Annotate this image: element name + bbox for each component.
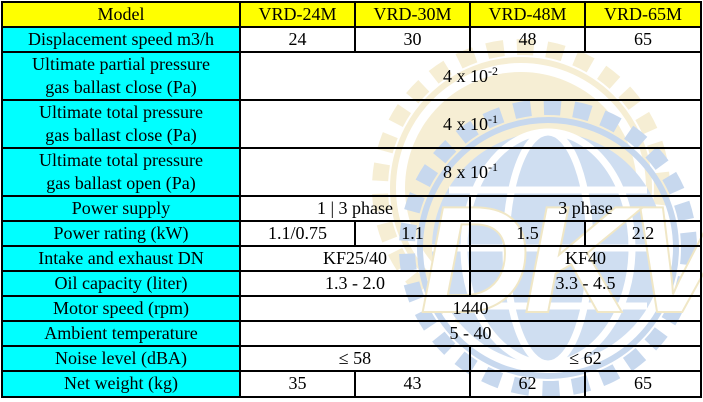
row-label: Ultimate total pressure gas ballast clos… (1, 99, 241, 150)
row-label-line1: Ultimate total pressure (39, 150, 203, 171)
model-header-cell: Model (1, 0, 241, 29)
power-rating-value-65m: 2.2 (584, 220, 702, 248)
intake-exhaust-left-value: KF25/40 (239, 245, 471, 273)
column-header-vrd-65m: VRD-65M (584, 0, 702, 29)
row-label: Oil capacity (liter) (1, 270, 241, 298)
row-intake-exhaust: Intake and exhaust DN KF25/40 KF40 (1, 245, 702, 273)
column-header-vrd-30m: VRD-30M (354, 0, 471, 29)
row-ambient-temperature: Ambient temperature 5 - 40 (1, 320, 702, 348)
row-label-line2: gas ballast close (Pa) (45, 125, 197, 146)
row-power-rating: Power rating (kW) 1.1/0.75 1.1 1.5 2.2 (1, 220, 702, 248)
row-label: Power supply (1, 195, 241, 223)
row-ultimate-total-pressure-close: Ultimate total pressure gas ballast clos… (1, 99, 702, 150)
net-weight-value-24m: 35 (239, 370, 356, 398)
power-rating-value-30m: 1.1 (354, 220, 471, 248)
header-row: Model VRD-24M VRD-30M VRD-48M VRD-65M (1, 0, 702, 29)
row-label: Ambient temperature (1, 320, 241, 348)
value-base: 4 x 10 (443, 113, 488, 134)
row-power-supply: Power supply 1 | 3 phase 3 phase (1, 195, 702, 223)
row-label: Motor speed (rpm) (1, 295, 241, 323)
oil-capacity-right-value: 3.3 - 4.5 (469, 270, 702, 298)
displacement-value-30m: 30 (354, 26, 471, 54)
ambient-temperature-value: 5 - 40 (239, 320, 702, 348)
row-displacement-speed: Displacement speed m3/h 24 30 48 65 (1, 26, 702, 54)
row-ultimate-partial-pressure: Ultimate partial pressure gas ballast cl… (1, 51, 702, 102)
row-label: Noise level (dBA) (1, 345, 241, 373)
oil-capacity-left-value: 1.3 - 2.0 (239, 270, 471, 298)
column-header-vrd-48m: VRD-48M (469, 0, 586, 29)
value-exponent: -1 (488, 111, 498, 126)
net-weight-value-30m: 43 (354, 370, 471, 398)
noise-level-left-value: ≤ 58 (239, 345, 471, 373)
row-label: Ultimate total pressure gas ballast open… (1, 147, 241, 198)
value-base: 8 x 10 (443, 161, 488, 182)
power-rating-value-48m: 1.5 (469, 220, 586, 248)
displacement-value-48m: 48 (469, 26, 586, 54)
net-weight-value-48m: 62 (469, 370, 586, 398)
row-label-line2: gas ballast close (Pa) (45, 77, 197, 98)
value-exponent: -2 (488, 63, 498, 78)
net-weight-value-65m: 65 (584, 370, 702, 398)
row-label: Ultimate partial pressure gas ballast cl… (1, 51, 241, 102)
row-ultimate-total-pressure-open: Ultimate total pressure gas ballast open… (1, 147, 702, 198)
row-label: Net weight (kg) (1, 370, 241, 398)
row-noise-level: Noise level (dBA) ≤ 58 ≤ 62 (1, 345, 702, 373)
motor-speed-value: 1440 (239, 295, 702, 323)
row-label-line1: Ultimate total pressure (39, 102, 203, 123)
row-oil-capacity: Oil capacity (liter) 1.3 - 2.0 3.3 - 4.5 (1, 270, 702, 298)
row-label: Intake and exhaust DN (1, 245, 241, 273)
row-label-line1: Ultimate partial pressure (32, 54, 210, 75)
row-label: Power rating (kW) (1, 220, 241, 248)
column-header-vrd-24m: VRD-24M (239, 0, 356, 29)
ultimate-partial-pressure-value: 4 x 10-2 (239, 51, 702, 102)
value-base: 4 x 10 (443, 65, 488, 86)
row-net-weight: Net weight (kg) 35 43 62 65 (1, 370, 702, 398)
displacement-value-65m: 65 (584, 26, 702, 54)
ultimate-total-pressure-open-value: 8 x 10-1 (239, 147, 702, 198)
row-label: Displacement speed m3/h (1, 26, 241, 54)
power-supply-left-value: 1 | 3 phase (239, 195, 471, 223)
value-exponent: -1 (488, 159, 498, 174)
ultimate-total-pressure-close-value: 4 x 10-1 (239, 99, 702, 150)
row-motor-speed: Motor speed (rpm) 1440 (1, 295, 702, 323)
power-rating-value-24m: 1.1/0.75 (239, 220, 356, 248)
displacement-value-24m: 24 (239, 26, 356, 54)
row-label-line2: gas ballast open (Pa) (46, 173, 196, 194)
power-supply-right-value: 3 phase (469, 195, 702, 223)
intake-exhaust-right-value: KF40 (469, 245, 702, 273)
noise-level-right-value: ≤ 62 (469, 345, 702, 373)
